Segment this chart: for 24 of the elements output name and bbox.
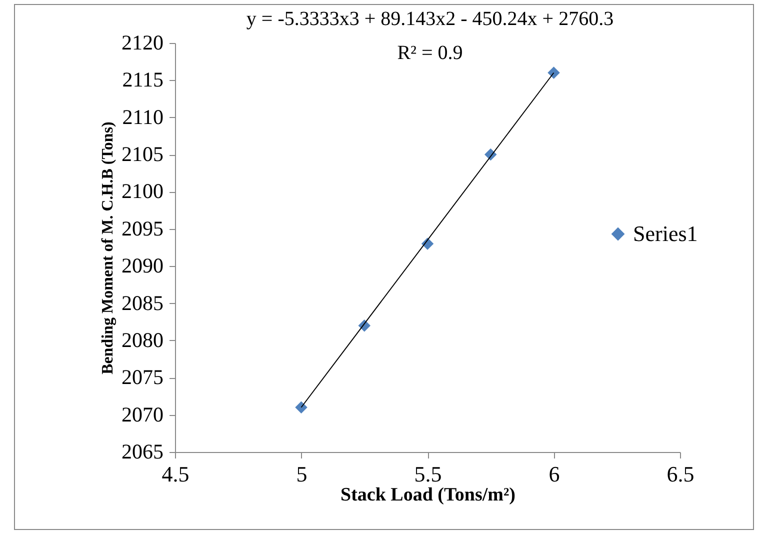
y-tick-label: 2120 — [122, 30, 164, 54]
y-tick-label: 2115 — [122, 68, 164, 92]
y-tick-label: 2110 — [122, 104, 164, 129]
x-tick-label: 5 — [296, 462, 308, 486]
y-axis-title: Bending Moment of M. C.H.B (Tons) — [100, 122, 116, 374]
point — [548, 66, 560, 79]
y-tick-label: 2105 — [122, 142, 164, 166]
legend-label: Series1 — [633, 221, 698, 246]
x-tick-label: 4.5 — [162, 462, 190, 486]
x-axis-title: Stack Load (Tons/m²) — [340, 484, 516, 506]
y-tick-label: 2090 — [122, 254, 164, 278]
y-tick-label: 2100 — [122, 179, 164, 204]
y-tick-label: 2070 — [122, 402, 164, 426]
x-tick-label: 6.5 — [666, 462, 694, 486]
y-tick-label: 2080 — [122, 328, 164, 352]
x-tick-label: 5.5 — [414, 462, 442, 486]
y-tick-label: 2075 — [122, 365, 164, 390]
text: y = -5.3333x3 + 89.143x2 - 450.24x + 2760.3 — [246, 8, 614, 30]
y-tick-label: 2095 — [122, 216, 164, 240]
point — [295, 401, 308, 414]
x-tick-label: 6 — [548, 462, 560, 486]
y-tick-label: 2085 — [122, 290, 164, 315]
annotation: R² = 0.9 — [397, 42, 463, 64]
y-tick-label: 2065 — [122, 440, 164, 464]
